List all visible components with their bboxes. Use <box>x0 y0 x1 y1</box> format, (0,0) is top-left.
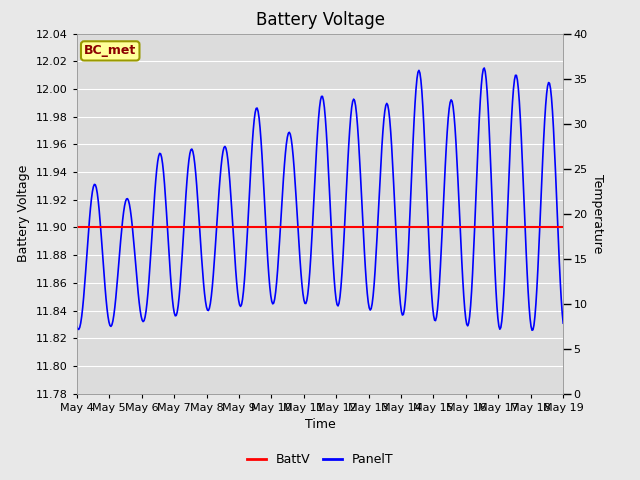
Legend: BattV, PanelT: BattV, PanelT <box>242 448 398 471</box>
X-axis label: Time: Time <box>305 418 335 431</box>
Y-axis label: Temperature: Temperature <box>591 174 604 253</box>
Text: BC_met: BC_met <box>84 44 136 58</box>
Title: Battery Voltage: Battery Voltage <box>255 11 385 29</box>
Y-axis label: Battery Voltage: Battery Voltage <box>17 165 30 262</box>
